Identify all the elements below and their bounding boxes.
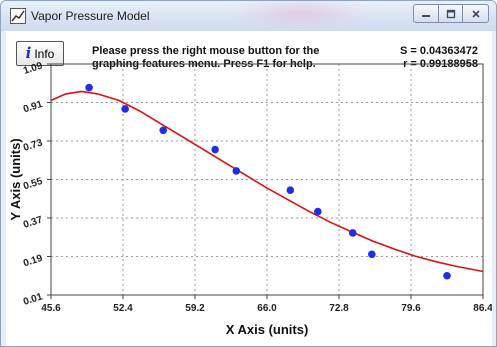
info-button[interactable]: i Info	[16, 41, 64, 66]
scatter-chart[interactable]: 45.6 52.4 59.2 66.0 72.8 79.6 86.40.010.190.37…	[6, 31, 492, 347]
y-tick-label: 0.37	[22, 214, 44, 231]
data-point	[159, 126, 168, 135]
info-button-label: Info	[34, 46, 55, 61]
x-tick-label: 86.4	[473, 303, 492, 314]
chart-app-icon	[10, 8, 26, 24]
data-point	[314, 207, 322, 216]
help-message-line1: Please press the right mouse button for …	[92, 45, 320, 57]
data-point	[286, 186, 295, 194]
y-tick-label: 0.55	[22, 176, 44, 193]
x-tick-label: 52.4	[113, 303, 133, 314]
maximize-button[interactable]	[438, 4, 463, 23]
x-tick-label: 79.6	[401, 303, 421, 314]
y-axis-title: Y Axis (units)	[8, 138, 23, 220]
window-title: Vapor Pressure Model	[31, 9, 150, 23]
stat-s: S = 0.04363472	[400, 45, 478, 57]
data-point	[211, 145, 219, 154]
data-point	[348, 229, 357, 237]
close-icon	[471, 9, 480, 18]
close-button[interactable]	[462, 4, 489, 23]
y-tick-label: 0.91	[22, 99, 44, 116]
x-tick-label: 59.2	[185, 303, 205, 314]
x-tick-label: 72.8	[329, 303, 349, 314]
minimize-button[interactable]	[413, 4, 439, 23]
data-point	[121, 105, 129, 113]
info-icon: i	[25, 44, 32, 62]
chart-panel[interactable]: i Info Please press the right mouse butt…	[6, 31, 492, 347]
maximize-icon	[446, 9, 455, 18]
x-tick-label: 45.6	[41, 303, 61, 314]
y-tick-label: 1.09	[22, 60, 44, 77]
data-point	[232, 167, 241, 175]
data-point	[368, 250, 376, 259]
y-tick-label: 0.19	[22, 253, 44, 270]
data-point	[85, 83, 93, 92]
data-point	[443, 271, 451, 280]
x-tick-label: 66.0	[257, 303, 277, 314]
title-bar-decoration	[231, 1, 371, 31]
title-bar[interactable]: Vapor Pressure Model	[1, 1, 496, 31]
x-axis-title: X Axis (units)	[226, 322, 309, 337]
fit-curve	[50, 90, 484, 273]
minimize-icon	[422, 14, 430, 17]
y-tick-label: 0.73	[22, 137, 44, 154]
